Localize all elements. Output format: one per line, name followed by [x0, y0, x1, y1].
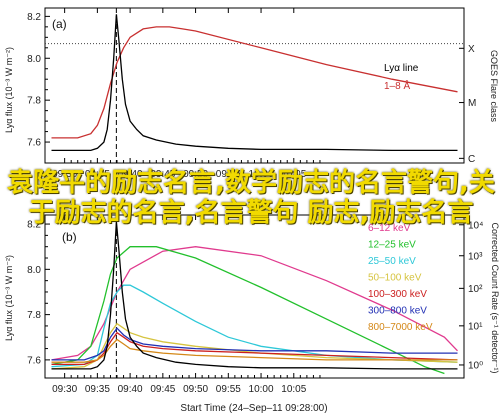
y2-tick-label: 10¹ [468, 321, 483, 332]
legend-item: 50–100 keV [368, 273, 422, 284]
x-tick-label: 10:00 [249, 384, 274, 395]
x-tick-label: 10:00 [249, 169, 274, 180]
panel-b-y-label: Lyα flux (10⁻³ W m⁻²) [4, 255, 14, 341]
panel-a-series [45, 8, 464, 163]
panel-a-y-ticks: 7.6 7.8 8.0 8.2 [27, 12, 50, 149]
legend-item: 25–50 keV [368, 256, 416, 267]
legend-item: 6–12 keV [368, 223, 411, 234]
series-300-800-kev [51, 327, 458, 361]
y-tick-label: 7.6 [27, 355, 41, 366]
panel-b-legend: 6–12 keV 12–25 keV 25–50 keV 50–100 keV 100–… [368, 223, 433, 333]
series-1-8- [51, 26, 458, 139]
x-tick-label: 09:35 [85, 384, 110, 395]
panel-a-y2-label: GOES Flare class [489, 50, 499, 123]
series-12-25-kev [51, 246, 445, 375]
y-tick-label: 7.6 [27, 138, 41, 149]
legend-item: 100–300 keV [368, 289, 427, 300]
panel-b-y2-ticks: 10⁴ 10³ 10² 10¹ 10⁰ [459, 220, 483, 371]
panel-a-tag: (a) [52, 17, 67, 31]
x-tick-label: 09:40 [118, 169, 143, 180]
y-tick-label: 8.0 [27, 265, 41, 276]
series-50-100-kev [51, 322, 458, 370]
legend-1-8A: 1–8 Å [384, 79, 410, 92]
panel-b-y2-label: Corrected Count Rate (s⁻¹ detector⁻¹) [490, 222, 500, 373]
y-tick-label: 7.8 [27, 310, 41, 321]
y-tick-label: 7.8 [27, 96, 41, 107]
series-ly-line [51, 221, 458, 370]
watermark-overlay-text: 袁隆平的励志名言,数学励志的名言警句,关于励志的名言,名言警句 励志,励志名言 [7, 168, 495, 228]
panel-b-x-ticks: 09:30 09:35 09:40 09:45 09:50 09:55 10:00 10:05 [52, 215, 321, 395]
y-tick-label: 8.2 [27, 220, 41, 231]
series-ly-line [51, 14, 458, 152]
y-tick-label: 8.2 [27, 12, 41, 23]
x-tick-label: 09:55 [216, 169, 241, 180]
legend-lya-line: Lyα line [384, 63, 419, 74]
x-tick-label: 10:05 [281, 169, 306, 180]
x-tick-label: 09:30 [52, 384, 77, 395]
x-tick-label: 09:40 [118, 384, 143, 395]
legend-item: 12–25 keV [368, 240, 416, 251]
panel-a-x-ticks: 09:30 09:35 09:40 09:45 09:50 09:55 10:00 10:05 [52, 8, 321, 180]
legend-item: 300–800 keV [368, 306, 427, 317]
x-tick-label: 09:45 [150, 169, 175, 180]
panel-a: (a) 7.6 7.8 8.0 8.2 X M C 09:30 09:35 09:40 09:4… [4, 7, 499, 180]
y2-tick-label: 10³ [468, 251, 483, 262]
panel-b-x-label: Start Time (24–Sep–11 09:28:00) [180, 403, 327, 414]
y2-tick-label: 10⁴ [468, 220, 483, 231]
x-tick-label: 10:05 [281, 384, 306, 395]
panel-a-y-label: Lyα flux (10⁻³ W m⁻²) [4, 47, 14, 133]
y2-tick-label: X [468, 44, 475, 55]
y2-tick-label: 10⁰ [468, 360, 483, 371]
panel-b-tag: (b) [62, 230, 77, 244]
y2-tick-label: C [468, 154, 475, 165]
legend-item: 800–7000 keV [368, 322, 433, 333]
panel-a-legend: Lyα line 1–8 Å [384, 63, 419, 92]
x-tick-label: 09:50 [183, 169, 208, 180]
x-tick-label: 09:35 [85, 169, 110, 180]
x-tick-label: 09:55 [216, 384, 241, 395]
x-tick-label: 09:45 [150, 384, 175, 395]
y-tick-label: 8.0 [27, 54, 41, 65]
panel-b-y-ticks: 7.6 7.8 8.0 8.2 [27, 220, 50, 366]
panel-a-y2-ticks: X M C [459, 44, 476, 165]
x-tick-label: 09:30 [52, 169, 77, 180]
panel-b-series [51, 215, 458, 378]
y2-tick-label: M [468, 98, 476, 109]
y2-tick-label: 10² [468, 284, 483, 295]
series-800-7000-kev [51, 338, 458, 363]
x-tick-label: 09:50 [183, 384, 208, 395]
